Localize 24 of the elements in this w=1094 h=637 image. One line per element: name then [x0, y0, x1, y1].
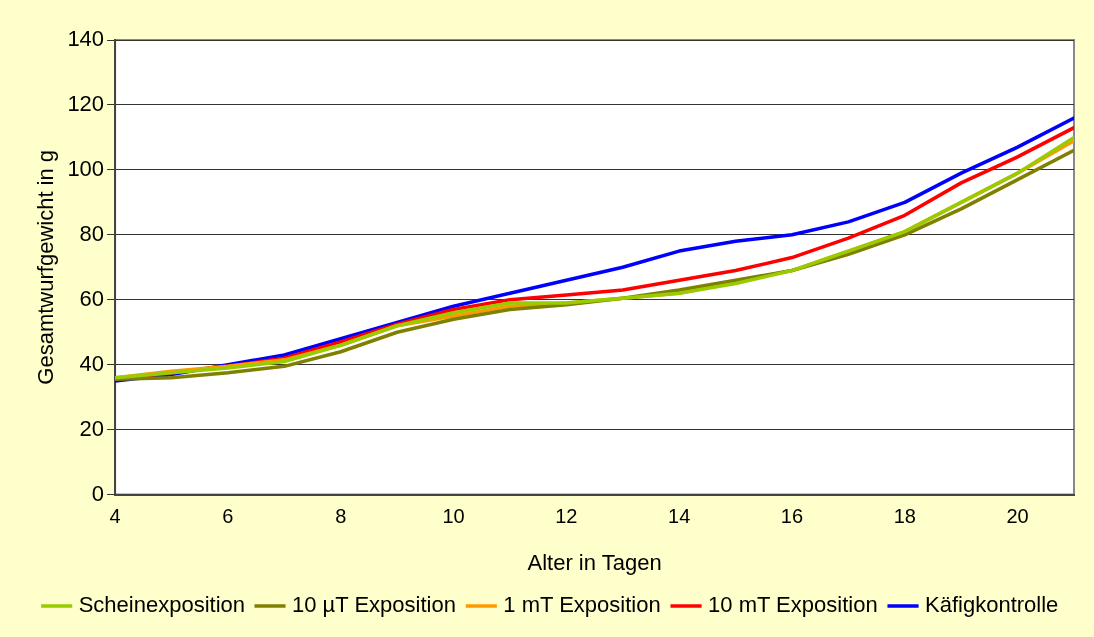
legend-label: 10 µT Exposition — [292, 592, 456, 618]
x-tick-label: 10 — [442, 505, 465, 528]
y-tick-label: 20 — [79, 415, 105, 441]
x-tick-label: 12 — [555, 505, 578, 528]
y-tick-label: 80 — [79, 220, 105, 246]
x-tick-label: 16 — [780, 505, 804, 528]
y-tick-label: 120 — [67, 91, 105, 117]
legend-label: 1 mT Exposition — [503, 592, 661, 618]
y-tick-label: 100 — [67, 155, 105, 181]
y-tick-label: 60 — [79, 285, 105, 311]
legend-label: Scheinexposition — [78, 592, 246, 618]
y-tick-label: 40 — [79, 350, 105, 376]
x-tick-label: 4 — [109, 505, 121, 528]
x-tick-label: 8 — [335, 505, 347, 528]
legend-label: Käfigkontrolle — [925, 592, 1059, 618]
y-tick-label: 140 — [67, 26, 105, 52]
x-tick-label: 18 — [893, 505, 916, 528]
x-tick-label: 14 — [668, 505, 691, 528]
legend-label: 10 mT Exposition — [708, 592, 878, 618]
y-tick-label: 0 — [91, 480, 105, 506]
x-axis-title: Alter in Tagen — [527, 549, 662, 575]
x-tick-label: 20 — [1006, 505, 1029, 528]
x-tick-label: 6 — [222, 505, 234, 528]
y-axis-title: Gesamtwurfgewicht in g — [33, 149, 59, 385]
